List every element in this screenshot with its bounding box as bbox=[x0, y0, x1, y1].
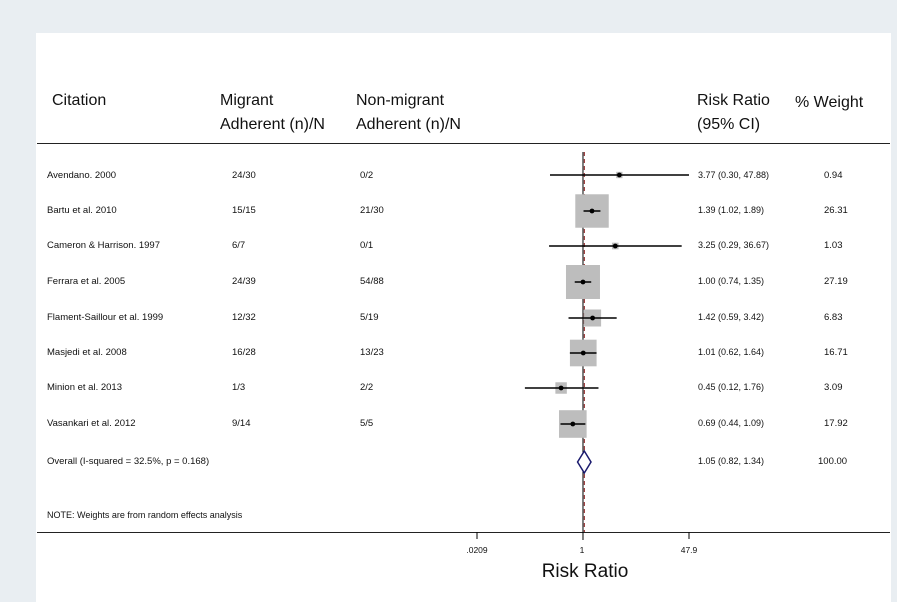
point-estimate bbox=[612, 243, 618, 249]
point-estimate bbox=[590, 315, 595, 321]
row-nonmigrant: 21/30 bbox=[360, 205, 384, 216]
row-migrant: 15/15 bbox=[232, 205, 256, 216]
header-divider bbox=[37, 143, 890, 144]
row-risk-ratio: 0.45 (0.12, 1.76) bbox=[698, 382, 765, 392]
weights-note: NOTE: Weights are from random effects an… bbox=[47, 510, 243, 520]
point-estimate bbox=[589, 208, 595, 214]
row-citation: Bartu et al. 2010 bbox=[47, 205, 117, 216]
header-nonmigrant-line2: Adherent (n)/N bbox=[356, 116, 461, 133]
tick-label-high: 47.9 bbox=[680, 545, 698, 555]
row-nonmigrant: 2/2 bbox=[360, 382, 374, 393]
point-estimate bbox=[616, 172, 622, 178]
row-citation: Flament-Saillour et al. 1999 bbox=[47, 312, 164, 323]
row-risk-ratio: 1.42 (0.59, 3.42) bbox=[698, 312, 765, 322]
row-nonmigrant: 0/2 bbox=[360, 170, 374, 181]
row-migrant: 12/32 bbox=[232, 312, 256, 323]
row-nonmigrant: 5/5 bbox=[360, 418, 374, 429]
row-risk-ratio: 0.69 (0.44, 1.09) bbox=[698, 418, 765, 428]
tick-label-low: .0209 bbox=[466, 545, 488, 555]
header-migrant-line1: Migrant bbox=[220, 92, 274, 109]
row-migrant: 1/3 bbox=[232, 382, 246, 393]
tick-label-one: 1 bbox=[579, 545, 585, 555]
row-migrant: 24/39 bbox=[232, 276, 256, 287]
row-nonmigrant: 5/19 bbox=[360, 312, 379, 323]
row-weight: 16.71 bbox=[824, 347, 848, 358]
row-weight: 0.94 bbox=[824, 170, 843, 181]
header-weight: % Weight bbox=[795, 94, 864, 111]
row-weight: 1.03 bbox=[824, 240, 843, 251]
overall-weight: 100.00 bbox=[818, 456, 848, 467]
row-migrant: 16/28 bbox=[232, 347, 256, 358]
header-migrant-line2: Adherent (n)/N bbox=[220, 116, 325, 133]
row-risk-ratio: 3.25 (0.29, 36.67) bbox=[698, 240, 770, 250]
header-risk-ratio-line1: Risk Ratio bbox=[697, 92, 770, 109]
point-estimate bbox=[580, 350, 586, 356]
row-citation: Cameron & Harrison. 1997 bbox=[47, 240, 160, 251]
overall-risk-ratio: 1.05 (0.82, 1.34) bbox=[698, 456, 765, 466]
overall-diamond bbox=[576, 449, 592, 475]
row-nonmigrant: 13/23 bbox=[360, 347, 384, 358]
point-estimate bbox=[580, 279, 586, 285]
axis-divider bbox=[37, 532, 890, 533]
row-risk-ratio: 1.39 (1.02, 1.89) bbox=[698, 205, 765, 215]
row-citation: Vasankari et al. 2012 bbox=[47, 418, 136, 429]
x-axis-title: Risk Ratio bbox=[541, 561, 629, 582]
row-weight: 17.92 bbox=[824, 418, 848, 429]
point-estimate bbox=[570, 421, 576, 427]
row-nonmigrant: 54/88 bbox=[360, 276, 384, 287]
header-citation: Citation bbox=[52, 92, 107, 109]
row-risk-ratio: 3.77 (0.30, 47.88) bbox=[698, 170, 770, 180]
row-migrant: 24/30 bbox=[232, 170, 256, 181]
row-citation: Ferrara et al. 2005 bbox=[47, 276, 126, 287]
plot-panel bbox=[36, 33, 891, 602]
row-risk-ratio: 1.00 (0.74, 1.35) bbox=[698, 276, 765, 286]
row-citation: Avendano. 2000 bbox=[47, 170, 117, 181]
row-nonmigrant: 0/1 bbox=[360, 240, 374, 251]
row-weight: 26.31 bbox=[824, 205, 848, 216]
header-nonmigrant-line1: Non-migrant bbox=[356, 92, 445, 109]
row-citation: Minion et al. 2013 bbox=[47, 382, 122, 393]
row-weight: 27.19 bbox=[824, 276, 848, 287]
header-risk-ratio-line2: (95% CI) bbox=[697, 116, 761, 133]
row-citation: Masjedi et al. 2008 bbox=[47, 347, 127, 358]
row-weight: 6.83 bbox=[824, 312, 843, 323]
point-estimate bbox=[558, 385, 564, 391]
row-risk-ratio: 1.01 (0.62, 1.64) bbox=[698, 347, 765, 357]
row-weight: 3.09 bbox=[824, 382, 843, 393]
row-migrant: 6/7 bbox=[232, 240, 246, 251]
overall-label: Overall (I-squared = 32.5%, p = 0.168) bbox=[47, 456, 210, 467]
row-migrant: 9/14 bbox=[232, 418, 251, 429]
